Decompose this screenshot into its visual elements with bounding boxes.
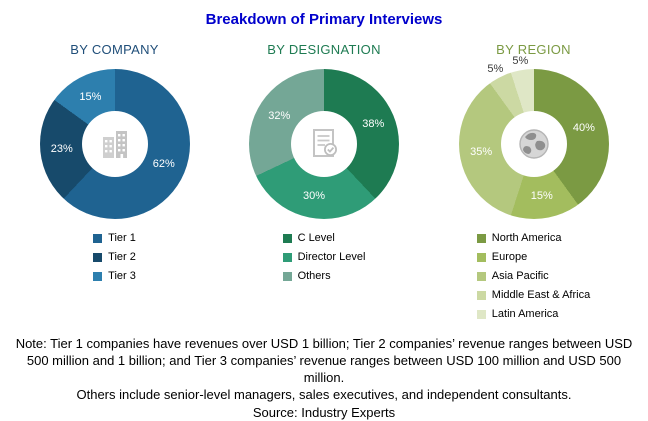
legend-designation: C Level Director Level Others [282,232,366,289]
legend-item: Tier 2 [93,251,136,263]
legend-label: C Level [297,232,335,244]
note-text: Note: Tier 1 companies have revenues ove… [15,336,633,386]
legend-item: Director Level [282,251,366,263]
legend-swatch [476,271,486,281]
legend-swatch [476,309,486,319]
chart-heading-designation: BY DESIGNATION [267,42,381,57]
legend-label: Tier 2 [108,251,136,263]
legend-item: Tier 3 [93,270,136,282]
donut-region: 40% 15% 35% 5% 5% [458,55,609,219]
donut-designation: 38% 30% 32% [249,69,399,219]
donut-hole [291,111,357,177]
buildings-icon [102,131,127,158]
legend-item: Europe [476,251,590,263]
legend-swatch [476,252,486,262]
legend-label: Europe [491,251,528,263]
legend-company: Tier 1 Tier 2 Tier 3 [93,232,136,289]
donut-hole [81,111,148,177]
legend-swatch [282,252,292,262]
donut-hole [500,111,567,177]
legend-label: Middle East & Africa [491,289,591,301]
legend-item: North America [476,232,590,244]
legend-label: Others [297,270,331,282]
legend-label: North America [491,232,562,244]
legend-label: Asia Pacific [491,270,549,282]
legend-item: Tier 1 [93,232,136,244]
legend-swatch [282,271,292,281]
legend-item: Latin America [476,308,590,320]
legend-swatch [93,233,103,243]
source-text: Source: Industry Experts [252,404,396,420]
legend-swatch [93,271,103,281]
legend-item: C Level [282,232,366,244]
chart-by-designation: BY DESIGNATION 38% 30% 32% [220,32,429,327]
chart-by-region: BY REGION 40% 15% 35% 5% 5% No [429,32,638,327]
chart-by-company: BY COMPANY [10,32,219,327]
footnotes: Note: Tier 1 companies have revenues ove… [0,335,648,421]
donut-company: 62% 23% 15% [39,69,190,219]
chart-heading-region: BY REGION [496,42,571,57]
others-note-text: Others include senior-level managers, sa… [76,387,572,403]
legend-region: North America Europe Asia Pacific Middle Ea… [476,232,591,327]
document-check-icon [313,129,337,157]
legend-swatch [476,233,486,243]
legend-label: Tier 3 [108,270,136,282]
page-title: Breakdown of Primary Interviews [205,11,443,28]
globe-icon [518,129,549,159]
legend-swatch [476,290,486,300]
legend-swatch [93,252,103,262]
segment-label: 5% [487,63,504,76]
chart-heading-company: BY COMPANY [70,42,159,57]
charts-row: BY COMPANY [0,32,648,327]
legend-swatch [282,233,292,243]
legend-item: Middle East & Africa [476,289,591,301]
legend-item: Others [282,270,366,282]
legend-item: Asia Pacific [476,270,590,282]
legend-label: Director Level [297,251,366,263]
legend-label: Tier 1 [108,232,136,244]
legend-label: Latin America [491,308,559,320]
